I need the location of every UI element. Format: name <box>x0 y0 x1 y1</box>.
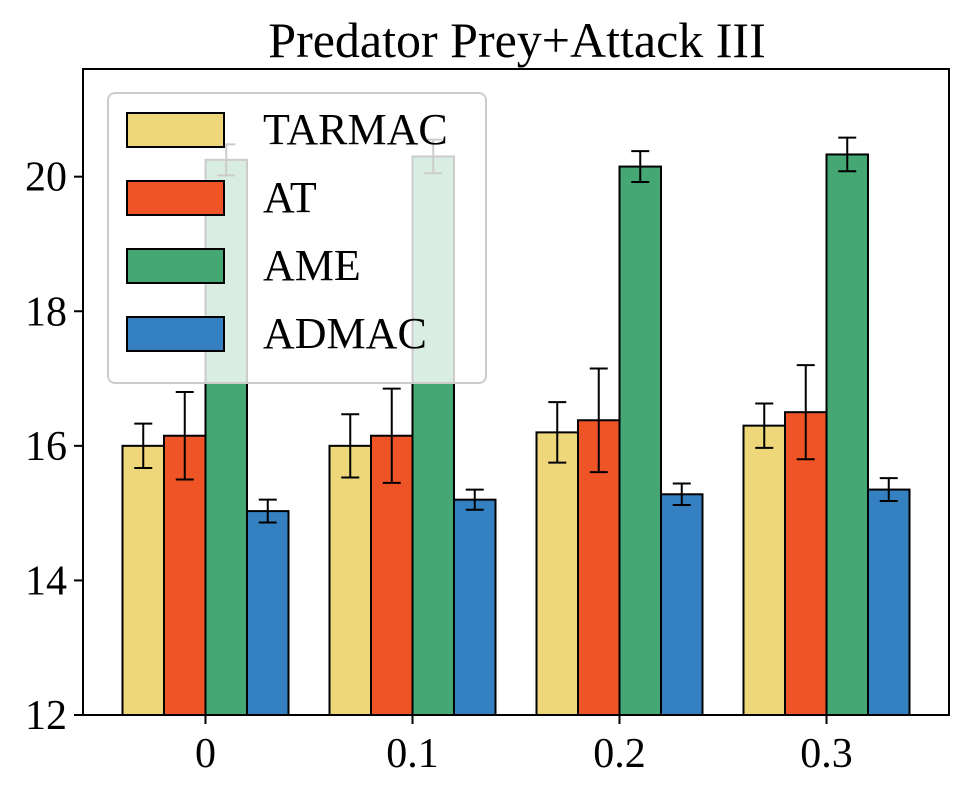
error-bar-tarmac-0.2 <box>548 401 567 464</box>
bar-tarmac-0.2 <box>535 431 579 716</box>
error-bar-at-0.3 <box>796 364 815 461</box>
chart-title: Predator Prey+Attack III <box>268 12 765 68</box>
error-bar-admac-0.1 <box>465 488 484 511</box>
error-bar-admac-0.2 <box>672 482 691 507</box>
legend-frame <box>107 92 487 384</box>
bar-admac-0.3 <box>867 488 911 716</box>
error-bar-at-0.1 <box>382 387 401 484</box>
legend-item-at: AT <box>126 173 317 222</box>
error-bar-tarmac-0.3 <box>755 402 774 449</box>
x-tick-label: 0 <box>195 731 216 777</box>
y-tick-label: 12 <box>25 693 67 739</box>
legend-label: TARMAC <box>263 105 448 154</box>
bar-ame-0.3 <box>825 153 869 717</box>
bar-admac-0.1 <box>453 498 497 716</box>
legend-swatch <box>126 316 225 352</box>
error-bar-admac-0 <box>258 498 277 524</box>
legend-label: AT <box>263 173 317 222</box>
y-tick-label: 16 <box>25 424 67 470</box>
y-tick-label: 20 <box>25 155 67 201</box>
legend-label: ADMAC <box>263 309 427 358</box>
bar-admac-0.2 <box>660 493 704 716</box>
legend: TARMAC AT AME ADMAC <box>107 92 487 384</box>
legend-item-admac: ADMAC <box>126 309 427 358</box>
bar-tarmac-0 <box>121 444 165 716</box>
error-bar-at-0.2 <box>589 367 608 474</box>
y-tick-label: 18 <box>25 289 67 335</box>
legend-swatch <box>126 180 225 216</box>
error-bar-tarmac-0.1 <box>341 413 360 479</box>
plot-frame <box>82 68 950 716</box>
legend-swatch <box>126 248 225 284</box>
x-tick-label: 0.1 <box>386 731 439 777</box>
error-bar-tarmac-0 <box>134 422 153 470</box>
error-bar-ame-0.2 <box>631 150 650 184</box>
y-tick-label: 14 <box>25 558 67 604</box>
axes-layer: 12 14 16 18 20 0 0.1 0.2 0.3 <box>25 68 950 777</box>
error-bar-admac-0.3 <box>879 477 898 503</box>
bar-tarmac-0.3 <box>742 424 786 716</box>
legend-item-tarmac: TARMAC <box>126 105 448 154</box>
bar-admac-0 <box>246 510 290 717</box>
x-tick-label: 0.2 <box>593 731 646 777</box>
error-bar-ame-0.3 <box>838 136 857 173</box>
bar-ame-0.2 <box>618 165 662 716</box>
legend-label: AME <box>263 241 361 290</box>
legend-swatch <box>126 112 225 148</box>
error-bar-at-0 <box>175 391 194 481</box>
bar-tarmac-0.1 <box>328 444 372 716</box>
legend-item-ame: AME <box>126 241 361 290</box>
x-tick-label: 0.3 <box>800 731 853 777</box>
bar-at-0.3 <box>784 411 828 716</box>
